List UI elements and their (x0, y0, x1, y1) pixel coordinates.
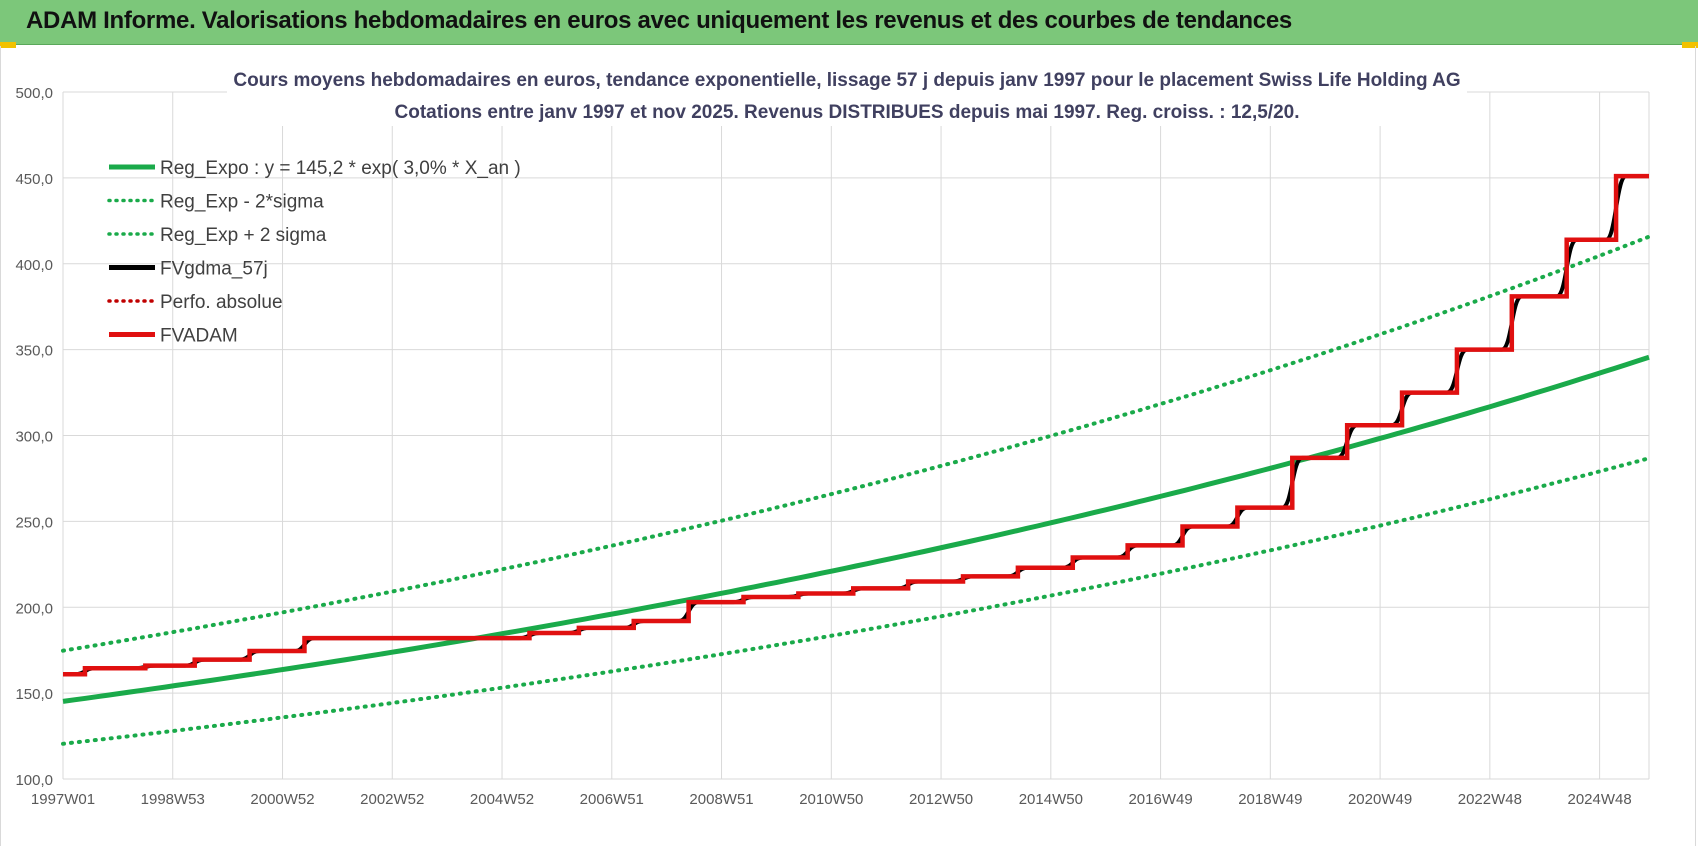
legend-label: Reg_Exp - 2*sigma (160, 192, 324, 213)
x-tick-label: 2000W52 (250, 791, 314, 808)
line-chart: 100,0 150,0 200,0 250,0 300,0 350,0 400,0 450,0… (15, 64, 1651, 808)
y-tick-label: 400,0 (15, 257, 53, 274)
series-line-fvadam (63, 173, 1649, 677)
chart-title-background (227, 64, 1467, 126)
y-tick-label: 150,0 (15, 686, 53, 703)
x-tick-label: 2016W49 (1128, 791, 1192, 808)
chart-title: Cours moyens hebdomadaires en euros, ten… (233, 70, 1460, 91)
series-line-fvgdma-57j (63, 174, 1649, 677)
series-line-reg-exp-plus-2sigma (61, 234, 1651, 653)
series-line-reg-expo (62, 354, 1650, 704)
legend-label: Perfo. absolue (160, 292, 283, 313)
corner-marker (1682, 42, 1698, 48)
x-tick-label: 2002W52 (360, 791, 424, 808)
x-tick-label: 2006W51 (580, 791, 644, 808)
chart-subtitle: Cotations entre janv 1997 et nov 2025. R… (395, 102, 1300, 123)
legend-label: FVgdma_57j (160, 259, 268, 280)
x-tick-label: 2012W50 (909, 791, 973, 808)
series-line-reg-exp-minus-2sigma (61, 456, 1651, 746)
series-group (61, 173, 1651, 746)
y-tick-label: 450,0 (15, 171, 53, 188)
x-tick-label: 2004W52 (470, 791, 534, 808)
y-tick-label: 500,0 (15, 85, 53, 102)
report-title: ADAM Informe. Valorisations hebdomadaire… (26, 7, 1292, 34)
y-tick-label: 100,0 (15, 772, 53, 789)
x-tick-label: 2020W49 (1348, 791, 1412, 808)
chart-area: 100,0 150,0 200,0 250,0 300,0 350,0 400,0 450,0… (0, 46, 1696, 846)
title-box (227, 64, 1467, 126)
legend-label: FVADAM (160, 326, 238, 347)
legend-label: Reg_Expo : y = 145,2 * exp( 3,0% * X_an … (160, 158, 521, 179)
y-tick-label: 300,0 (15, 429, 53, 446)
x-tick-label: 2010W50 (799, 791, 863, 808)
x-tick-label: 1997W01 (31, 791, 95, 808)
corner-marker (0, 42, 16, 48)
x-tick-label: 2014W50 (1019, 791, 1083, 808)
x-tick-label: 2024W48 (1567, 791, 1631, 808)
x-tick-label: 1998W53 (141, 791, 205, 808)
y-tick-label: 250,0 (15, 514, 53, 531)
chart-legend: Reg_Expo : y = 145,2 * exp( 3,0% * X_an … (107, 158, 521, 347)
x-tick-label: 2008W51 (689, 791, 753, 808)
x-tick-label: 2022W48 (1458, 791, 1522, 808)
x-tick-label: 2018W49 (1238, 791, 1302, 808)
y-tick-label: 200,0 (15, 600, 53, 617)
report-header: ADAM Informe. Valorisations hebdomadaire… (0, 0, 1698, 45)
legend-label: Reg_Exp + 2 sigma (160, 225, 327, 246)
x-axis-ticks: 1997W01 1998W53 2000W52 2002W52 2004W52 2006W… (31, 791, 1632, 808)
y-tick-label: 350,0 (15, 343, 53, 360)
y-axis-ticks: 100,0 150,0 200,0 250,0 300,0 350,0 400,0 450,0… (15, 85, 53, 789)
